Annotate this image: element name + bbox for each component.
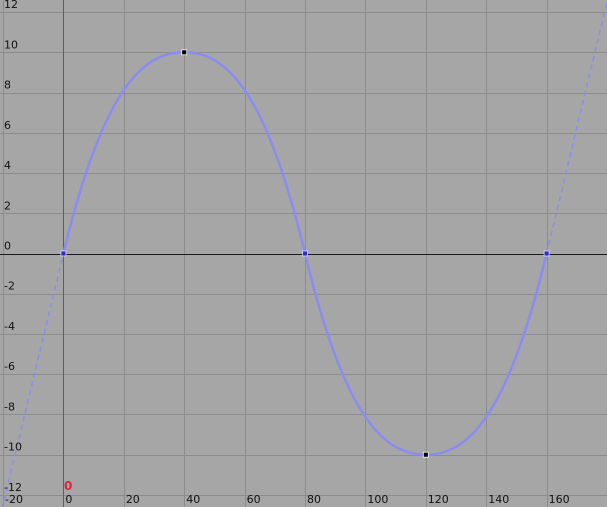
x-axis-label: 100	[367, 493, 388, 506]
keyframe-layer[interactable]	[60, 49, 550, 458]
y-axis-label: -12	[4, 481, 22, 494]
keyframe-point[interactable]	[181, 49, 188, 56]
x-axis-label: 140	[488, 493, 509, 506]
y-axis-labels: 12 10 8 6 4 2 0 -2 -4 -6 -8 -10 -12	[4, 0, 22, 494]
keyframe-point[interactable]	[302, 250, 308, 257]
keyframe-point[interactable]	[422, 451, 429, 458]
x-axis-label: -20	[5, 493, 23, 506]
x-axis-label: 20	[126, 493, 140, 506]
current-frame-indicator: 0	[64, 479, 72, 493]
x-axis-label: 120	[428, 493, 449, 506]
x-axis-label: 80	[307, 493, 321, 506]
keyframe-point[interactable]	[543, 250, 550, 257]
y-axis-label: 12	[4, 0, 18, 11]
extrapolation-after	[545, 1, 607, 254]
y-axis-label: -6	[4, 360, 15, 373]
y-axis-label: 8	[4, 79, 11, 92]
x-axis-labels: -20 0 20 40 60 80 100 120 140 160	[5, 493, 570, 506]
x-axis-label: 60	[247, 493, 261, 506]
x-axis-label: 40	[186, 493, 200, 506]
x-axis-label: 0	[65, 493, 72, 506]
keyframe-point[interactable]	[60, 250, 67, 257]
y-axis-label: 10	[4, 38, 18, 51]
y-axis-label: 4	[4, 159, 11, 172]
y-axis-label: 0	[4, 240, 11, 253]
y-axis-label: -2	[4, 280, 15, 293]
y-axis-label: -10	[4, 441, 22, 454]
y-axis-label: 2	[4, 199, 11, 212]
y-axis-label: 6	[4, 119, 11, 132]
x-axis-label: 160	[549, 493, 570, 506]
y-axis-label: -4	[4, 320, 15, 333]
extrapolation-before	[1, 253, 65, 507]
y-axis-label: -8	[4, 400, 15, 413]
